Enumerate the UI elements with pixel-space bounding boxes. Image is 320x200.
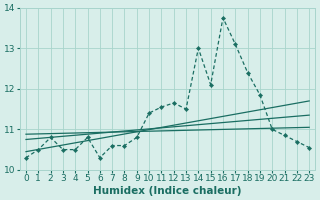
X-axis label: Humidex (Indice chaleur): Humidex (Indice chaleur) bbox=[93, 186, 242, 196]
